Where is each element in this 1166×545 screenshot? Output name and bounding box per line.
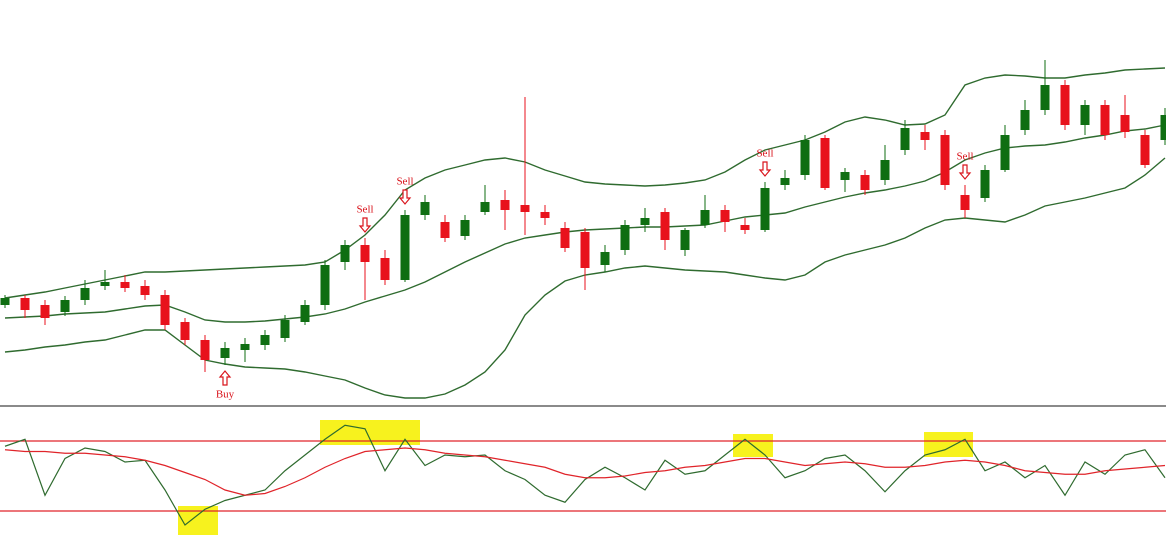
candle-body (220, 348, 230, 358)
candle-body (120, 282, 130, 288)
candle-body (620, 225, 630, 250)
candle-body (200, 340, 210, 360)
candle-body (400, 215, 410, 280)
candle-body (1020, 110, 1030, 130)
signal-label: Sell (396, 176, 413, 188)
signal-label: Buy (216, 389, 235, 401)
candle-body (680, 230, 690, 250)
candle-body (480, 202, 490, 212)
oscillator-line (4, 424, 1166, 526)
candle-body (500, 200, 510, 210)
signal-label: Sell (356, 204, 373, 216)
candle-body (1120, 115, 1130, 132)
candle-body (360, 245, 370, 262)
candle-body (440, 222, 450, 238)
signal-arrow (218, 370, 232, 386)
candle-body (160, 295, 170, 325)
candle-body (180, 322, 190, 340)
candle-body (600, 252, 610, 265)
candle-body (640, 218, 650, 225)
candle-body (720, 210, 730, 222)
candle-body (40, 305, 50, 318)
candle-body (280, 320, 290, 338)
candle-body (340, 245, 350, 262)
candle-body (1160, 115, 1166, 140)
candle-body (300, 305, 310, 322)
candle-body (780, 178, 790, 185)
candle-body (520, 205, 530, 212)
candle-body (940, 135, 950, 185)
candle-body (460, 220, 470, 236)
candle-body (100, 282, 110, 286)
candle-body (1100, 105, 1110, 135)
candle-body (1040, 85, 1050, 110)
candle-body (1000, 135, 1010, 170)
candle-body (840, 172, 850, 180)
candle-body (320, 265, 330, 305)
candle-body (580, 232, 590, 268)
candle-body (820, 138, 830, 188)
candle-body (1080, 105, 1090, 125)
signal-arrow (758, 161, 772, 177)
oscillator-line (4, 447, 1166, 496)
candle-body (920, 132, 930, 140)
signal-label: Sell (756, 148, 773, 160)
band-upper (4, 67, 1166, 299)
highlight-zone (178, 506, 218, 535)
candle-body (20, 298, 30, 310)
candle-body (980, 170, 990, 198)
candle-body (420, 202, 430, 215)
candle-body (700, 210, 710, 225)
signal-arrow (958, 164, 972, 180)
candle-body (140, 286, 150, 295)
candle-body (960, 195, 970, 210)
signal-arrow (398, 189, 412, 205)
candle-body (560, 228, 570, 248)
candle-body (660, 212, 670, 240)
candle-body (900, 128, 910, 150)
candle-body (540, 212, 550, 218)
signal-label: Sell (956, 151, 973, 163)
signal-arrow (358, 217, 372, 233)
candle-body (0, 298, 10, 305)
candle-body (60, 300, 70, 312)
candle-body (380, 258, 390, 280)
candle-body (800, 140, 810, 175)
candle-body (860, 175, 870, 190)
candle-body (240, 344, 250, 350)
candle-body (1060, 85, 1070, 125)
candle-body (260, 335, 270, 345)
candle-body (740, 225, 750, 230)
candle-body (760, 188, 770, 230)
candle-body (1140, 135, 1150, 165)
candle-body (880, 160, 890, 180)
candle-body (80, 288, 90, 300)
